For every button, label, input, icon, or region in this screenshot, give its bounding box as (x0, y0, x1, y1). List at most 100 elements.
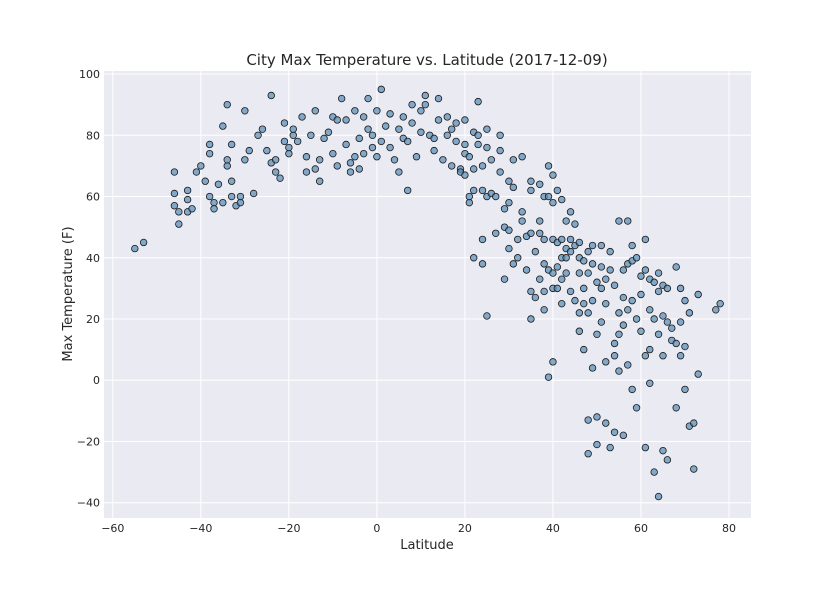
data-point (364, 125, 372, 133)
data-point (575, 238, 584, 247)
data-point (434, 116, 443, 124)
data-point (465, 192, 474, 201)
data-point (624, 361, 632, 369)
data-point (597, 284, 606, 293)
data-point (540, 306, 548, 314)
data-point (483, 125, 491, 133)
data-point (289, 131, 297, 139)
data-point (267, 91, 275, 100)
data-point (650, 468, 658, 476)
data-point (214, 180, 223, 188)
data-point (584, 450, 592, 458)
data-point (646, 306, 654, 314)
data-point (619, 293, 628, 302)
data-point (527, 287, 535, 296)
data-point (685, 309, 694, 317)
data-point (188, 205, 196, 213)
x-tick-label: 20 (458, 522, 472, 535)
y-tick-label: 100 (79, 68, 100, 81)
data-point (668, 324, 676, 332)
data-point (527, 186, 535, 195)
data-point (663, 456, 672, 464)
data-point (496, 168, 504, 176)
data-point (514, 235, 522, 244)
data-point (302, 168, 311, 176)
data-point (276, 174, 284, 182)
data-point (470, 165, 478, 173)
data-point (558, 275, 566, 283)
data-point (324, 128, 333, 136)
data-point (540, 287, 548, 296)
data-point (219, 198, 227, 207)
data-point (487, 156, 496, 164)
x-tick-label: −40 (189, 522, 212, 535)
data-point (659, 312, 667, 320)
data-point (632, 254, 641, 262)
data-point (461, 171, 469, 179)
data-point (315, 156, 324, 164)
data-point (518, 217, 526, 225)
data-point (465, 153, 474, 161)
data-point (408, 119, 416, 127)
data-point (593, 330, 601, 339)
data-point (307, 131, 315, 139)
data-point (139, 238, 148, 247)
data-point (575, 309, 584, 317)
data-point (527, 315, 535, 323)
data-point (619, 431, 628, 440)
data-point (619, 321, 628, 329)
data-point (478, 162, 487, 170)
data-point (518, 208, 526, 216)
data-point (606, 266, 614, 274)
data-point (478, 235, 487, 244)
data-point (448, 125, 456, 133)
data-point (632, 404, 641, 412)
data-point (386, 143, 394, 152)
y-tick-label: 80 (86, 129, 100, 142)
data-point (505, 198, 513, 207)
data-point (540, 260, 548, 268)
data-point (676, 318, 685, 326)
data-point (536, 229, 544, 237)
data-point (183, 195, 192, 204)
data-point (254, 131, 262, 139)
data-point (597, 241, 606, 250)
data-point (584, 247, 592, 256)
data-point (659, 352, 667, 360)
data-point (641, 352, 650, 360)
data-point (544, 192, 553, 201)
data-point (584, 416, 592, 424)
data-point (430, 146, 438, 155)
data-point (615, 217, 623, 225)
data-point (527, 229, 535, 237)
data-point (650, 278, 658, 286)
data-point (249, 189, 258, 198)
data-point (549, 198, 557, 207)
data-point (373, 107, 381, 115)
data-point (377, 85, 385, 94)
data-point (417, 128, 425, 136)
data-point (558, 235, 566, 244)
data-point (421, 100, 429, 109)
data-point (320, 134, 328, 143)
data-point (615, 309, 623, 317)
y-tick-label: −20 (77, 435, 100, 448)
data-point (716, 299, 724, 308)
data-point (131, 244, 139, 253)
data-point (672, 339, 680, 348)
data-point (285, 143, 293, 152)
x-tick-label: 80 (722, 522, 736, 535)
data-point (531, 293, 540, 302)
data-point (566, 235, 575, 244)
data-point (280, 119, 289, 127)
data-point (549, 269, 557, 277)
data-point (654, 492, 663, 501)
data-point (584, 269, 592, 277)
data-point (381, 122, 390, 130)
data-point (505, 244, 513, 253)
data-point (602, 299, 610, 308)
data-point (430, 134, 438, 143)
data-point (505, 226, 513, 234)
data-point (219, 122, 227, 130)
data-point (210, 198, 218, 207)
